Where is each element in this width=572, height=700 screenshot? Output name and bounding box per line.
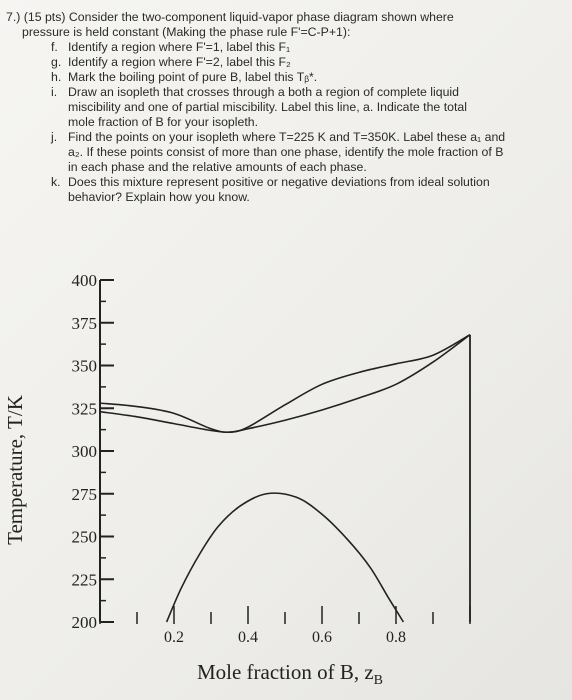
part-text-line: Identify a region where F'=1, label this…: [68, 40, 291, 54]
part-text-line: Does this mixture represent positive or …: [68, 175, 490, 189]
y-axis-label: Temperature, T/K: [3, 395, 27, 545]
question-parts: f. Identify a region where F'=1, label th…: [6, 40, 558, 205]
part-text-line: a₂. If these points consist of more than…: [68, 145, 504, 159]
y-tick-label: 400: [72, 271, 98, 290]
question-part: j. Find the points on your isopleth where…: [6, 130, 558, 175]
question-heading: 7.) (15 pts) Consider the two-component …: [6, 10, 558, 40]
question-part: g. Identify a region where F'=2, label th…: [6, 55, 558, 70]
question-part: h. Mark the boiling point of pure B, labe…: [6, 70, 558, 85]
part-text-line: Identify a region where F'=2, label this…: [68, 55, 291, 69]
y-tick-label: 200: [72, 613, 98, 632]
part-text-line: Find the points on your isopleth where T…: [68, 130, 506, 144]
question-points: (15 pts): [23, 10, 66, 24]
x-tick-label: 0.6: [312, 629, 332, 646]
phase-curve: [99, 334, 471, 434]
part-text-line: Mark the boiling point of pure B, label …: [68, 70, 318, 84]
question-part: f. Identify a region where F'=1, label th…: [6, 40, 558, 55]
y-tick-label: 225: [72, 570, 98, 589]
question-part: k. Does this mixture represent positive o…: [6, 175, 558, 205]
y-tick-label: 250: [72, 528, 98, 547]
x-tick-label: 0.2: [164, 629, 184, 646]
question-7: 7.) (15 pts) Consider the two-component …: [6, 10, 558, 205]
x-axis-label: Mole fraction of B, zB: [197, 660, 383, 688]
part-text-line: miscibility and one of partial miscibili…: [68, 100, 467, 114]
y-axis: 400 375 350 325 300 275 250 225 200: [72, 271, 114, 632]
part-marker: j.: [51, 130, 58, 144]
x-tick-label: 0.4: [238, 629, 258, 646]
part-marker: h.: [51, 70, 62, 84]
question-number: 7.): [6, 10, 21, 24]
y-tick-label: 300: [72, 442, 98, 461]
phase-diagram: 400 375 350 325 300 275 250 225 200 0.2 0.4 0.6 0.8…: [3, 271, 471, 688]
part-marker: f.: [51, 40, 58, 54]
question-text-line1: Consider the two-component liquid-vapor …: [68, 10, 454, 24]
part-marker: i.: [51, 85, 58, 99]
phase-curve: [165, 492, 405, 623]
y-tick-label: 275: [72, 485, 98, 504]
y-tick-label: 325: [72, 399, 98, 418]
part-text-line: Draw an isopleth that crosses through a …: [68, 85, 459, 99]
part-text-line: mole fraction of B for your isopleth.: [68, 115, 259, 129]
x-axis-label-subscript: B: [374, 673, 383, 688]
x-tick-label: 0.8: [386, 629, 406, 646]
question-text-line2: pressure is held constant (Making the ph…: [22, 25, 351, 39]
phase-curve: [99, 334, 471, 434]
phase-curves: [99, 334, 471, 623]
y-tick-label: 375: [72, 314, 98, 333]
y-tick-label: 350: [72, 357, 98, 376]
part-text-line: in each phase and the relative amounts o…: [68, 160, 367, 174]
part-marker: k.: [51, 175, 61, 189]
part-marker: g.: [51, 55, 62, 69]
part-text-line: behavior? Explain how you know.: [68, 190, 250, 204]
x-axis: 0.2 0.4 0.6 0.8: [99, 606, 471, 646]
question-part: i. Draw an isopleth that crosses through …: [6, 85, 558, 130]
